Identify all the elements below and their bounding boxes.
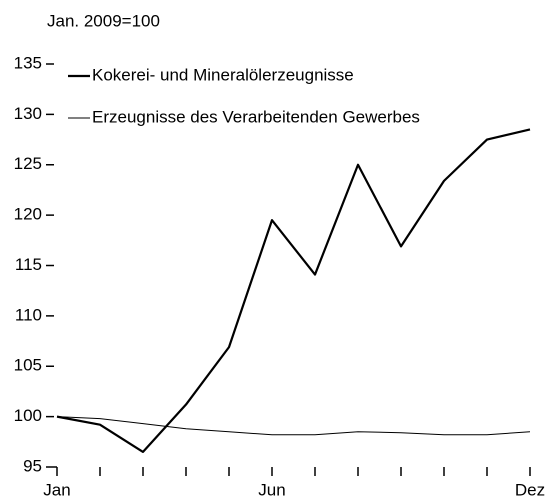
y-tick-label: 130 xyxy=(14,104,42,123)
x-tick-label: Jun xyxy=(258,480,285,499)
x-tick-label: Jan xyxy=(43,480,70,499)
legend-label: Kokerei- und Mineralölerzeugnisse xyxy=(92,65,354,84)
series-line xyxy=(56,128,531,453)
y-tick-label: 120 xyxy=(14,205,42,224)
chart-subtitle: Jan. 2009=100 xyxy=(47,11,160,30)
series-line xyxy=(56,416,531,436)
y-tick-label: 125 xyxy=(14,154,42,173)
y-tick-label: 95 xyxy=(23,456,42,475)
y-tick-label: 115 xyxy=(15,255,42,274)
y-tick-label: 100 xyxy=(14,406,42,425)
y-tick-label: 135 xyxy=(14,53,42,72)
y-tick-label: 105 xyxy=(14,356,42,375)
x-tick-label: Dez xyxy=(515,480,545,499)
legend-label: Erzeugnisse des Verarbeitenden Gewerbes xyxy=(92,107,420,126)
y-tick-label: 110 xyxy=(15,305,42,324)
